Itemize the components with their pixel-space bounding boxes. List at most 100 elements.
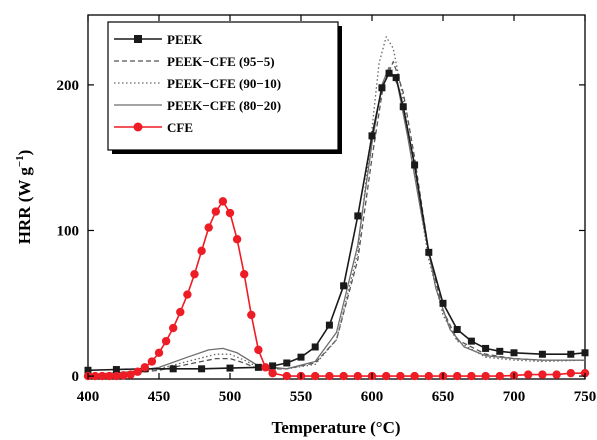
y-tick-label: 200 xyxy=(57,78,80,94)
x-tick-label: 650 xyxy=(432,389,455,405)
data-point-cfe xyxy=(282,371,291,381)
data-point-peek xyxy=(169,365,177,373)
series-peek xyxy=(84,69,589,374)
x-axis-title: Temperature (°C) xyxy=(271,418,400,437)
data-point-peek xyxy=(340,282,348,290)
data-point-cfe xyxy=(133,367,142,376)
data-point-cfe xyxy=(197,246,206,256)
data-point-cfe xyxy=(410,371,419,381)
data-point-cfe xyxy=(232,235,242,244)
data-point-peek xyxy=(482,344,490,352)
x-tick-label: 750 xyxy=(574,389,597,405)
data-point-cfe xyxy=(524,370,533,379)
data-point-peek xyxy=(538,350,546,358)
plot-frame xyxy=(87,14,586,380)
data-point-cfe xyxy=(495,371,504,381)
data-point-peek xyxy=(378,84,386,92)
x-tick-label: 400 xyxy=(77,389,100,405)
data-point-peek xyxy=(496,347,504,355)
data-point-peek xyxy=(112,366,120,374)
data-point-cfe xyxy=(176,307,185,317)
data-point-cfe xyxy=(247,310,256,320)
series-line-cfe xyxy=(88,200,585,377)
data-point-cfe xyxy=(325,371,334,381)
data-point-cfe xyxy=(105,371,114,381)
legend-label-peek-cfe-95-5: PEEK−CFE (95−5) xyxy=(167,54,275,69)
series-layer xyxy=(83,36,590,381)
data-point-peek xyxy=(581,349,589,357)
series-cfe xyxy=(83,197,590,381)
data-point-peek xyxy=(392,74,400,82)
data-point-cfe xyxy=(240,269,249,279)
data-point-peek xyxy=(325,321,333,329)
data-point-cfe xyxy=(211,207,220,216)
y-axis-title-tail: ) xyxy=(15,150,34,156)
data-point-cfe xyxy=(382,371,391,381)
x-tick-label: 600 xyxy=(361,389,384,405)
series-line-peek-cfe-80-20 xyxy=(87,66,585,376)
legend-marker-cfe xyxy=(133,122,143,132)
data-point-cfe xyxy=(119,371,128,380)
data-point-cfe xyxy=(90,371,100,381)
data-point-cfe xyxy=(169,323,178,333)
data-point-peek xyxy=(399,103,407,111)
data-point-cfe xyxy=(353,371,362,381)
data-point-cfe xyxy=(183,290,192,299)
legend-label-peek-cfe-90-10: PEEK−CFE (90−10) xyxy=(167,76,281,91)
y-tick-label: 100 xyxy=(57,223,80,239)
data-point-cfe xyxy=(190,269,199,279)
data-point-peek xyxy=(385,69,393,77)
data-point-cfe xyxy=(225,208,235,218)
data-point-cfe xyxy=(467,371,476,381)
legend-label-peek: PEEK xyxy=(167,32,203,47)
axes-layer: 400 450 500 550 600 650 700 750 0 100 200 xyxy=(57,15,597,405)
data-point-peek xyxy=(84,366,92,374)
data-point-cfe xyxy=(538,370,547,379)
data-point-peek xyxy=(198,365,206,373)
data-point-peek xyxy=(297,353,305,361)
x-tick-label: 700 xyxy=(503,389,526,405)
data-point-cfe xyxy=(147,357,157,366)
y-axis-title: HRR (W g−1) xyxy=(14,150,34,245)
data-point-cfe xyxy=(218,197,228,206)
series-peek-cfe-80-20 xyxy=(87,66,585,376)
data-point-peek xyxy=(567,350,575,358)
data-point-cfe xyxy=(566,368,575,378)
series-line-peek-cfe-95-5 xyxy=(87,60,585,376)
legend-label-peek-cfe-80-20: PEEK−CFE (80−20) xyxy=(167,98,281,113)
data-point-cfe xyxy=(204,223,213,232)
legend-marker-peek xyxy=(134,35,142,43)
data-point-cfe xyxy=(161,336,171,346)
data-point-peek xyxy=(311,343,319,351)
data-point-peek xyxy=(283,359,291,367)
x-tick-label: 500 xyxy=(219,389,242,405)
data-point-cfe xyxy=(268,368,277,378)
data-point-cfe xyxy=(339,371,348,381)
data-point-cfe xyxy=(254,345,263,355)
data-point-peek xyxy=(425,248,433,256)
data-point-peek xyxy=(439,299,447,307)
data-point-cfe xyxy=(424,371,433,381)
data-point-cfe xyxy=(552,370,561,379)
data-point-peek xyxy=(453,325,461,333)
data-point-peek xyxy=(411,161,419,169)
data-point-peek xyxy=(368,132,376,140)
data-point-cfe xyxy=(126,370,135,379)
y-axis-title-main: HRR (W g xyxy=(15,167,34,245)
x-tick-label: 450 xyxy=(148,389,171,405)
x-tick-label: 550 xyxy=(290,389,313,405)
data-point-peek xyxy=(510,349,518,357)
data-point-peek xyxy=(269,362,277,370)
data-point-peek xyxy=(467,337,475,345)
data-point-cfe xyxy=(481,371,490,381)
data-point-peek xyxy=(254,363,262,371)
data-point-cfe xyxy=(261,363,270,372)
data-point-cfe xyxy=(311,371,320,381)
series-peek-cfe-95-5 xyxy=(87,60,585,376)
data-point-cfe xyxy=(112,371,121,381)
y-tick-label: 0 xyxy=(72,369,80,385)
data-point-peek xyxy=(226,364,234,372)
data-point-cfe xyxy=(396,371,405,381)
legend: PEEK PEEK−CFE (95−5) PEEK−CFE (90−10) PEEK−… xyxy=(107,21,342,154)
